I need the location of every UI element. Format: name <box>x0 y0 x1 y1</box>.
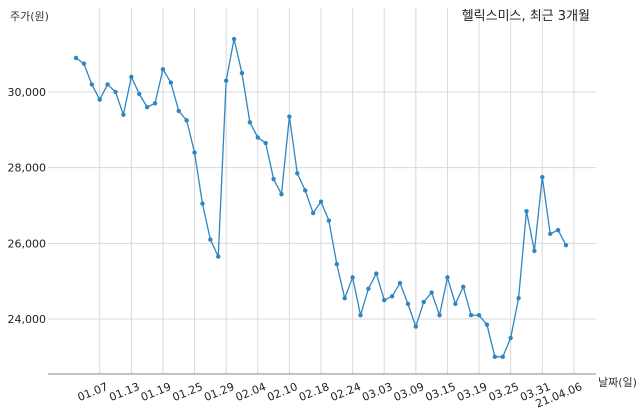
data-point <box>192 150 197 155</box>
data-point <box>461 284 466 290</box>
data-point <box>524 208 529 214</box>
data-point <box>540 174 545 180</box>
data-point <box>160 67 166 72</box>
y-axis-label: 주가(원) <box>10 10 49 23</box>
x-tick-label: 02.04 <box>234 380 268 404</box>
data-point <box>413 324 419 329</box>
data-point <box>334 261 340 267</box>
data-point <box>168 80 174 85</box>
data-point <box>342 295 347 301</box>
x-tick-label: 02.10 <box>265 380 299 404</box>
x-tick-label: 01.19 <box>139 380 173 404</box>
x-tick-labels: 01.0701.1301.1901.2501.2902.0402.1002.18… <box>76 380 584 410</box>
data-point <box>184 118 189 123</box>
y-tick-label: 24,000 <box>8 313 47 326</box>
x-axis-label: 날짜(일) <box>598 375 637 389</box>
data-point <box>89 82 95 87</box>
data-point <box>484 322 490 327</box>
data-point <box>223 78 229 83</box>
data-point <box>287 114 292 119</box>
x-tick-label: 01.07 <box>76 380 110 404</box>
data-point <box>263 140 268 146</box>
data-point <box>121 112 126 117</box>
x-tick-label: 01.13 <box>107 380 141 404</box>
data-point <box>247 120 253 125</box>
data-point <box>318 199 324 204</box>
y-tick-labels: 24,000 26,000 28,000 30,000 <box>8 86 47 326</box>
grid-lines <box>48 8 596 374</box>
data-point <box>310 210 316 216</box>
data-point <box>437 313 442 318</box>
data-point <box>350 275 355 280</box>
data-point <box>144 104 150 110</box>
data-point <box>81 61 87 66</box>
data-points <box>73 36 569 360</box>
data-point <box>382 297 387 303</box>
data-point <box>389 294 395 299</box>
data-point <box>453 301 458 307</box>
data-point <box>476 313 482 318</box>
chart-title: 헬릭스미스, 최근 3개월 <box>462 9 590 24</box>
data-point <box>208 237 213 242</box>
data-point <box>492 354 498 360</box>
data-point <box>468 313 474 318</box>
x-tick-label: 03.09 <box>392 380 426 404</box>
data-point <box>445 275 450 280</box>
data-point <box>326 218 332 223</box>
y-tick-label: 28,000 <box>8 162 47 175</box>
data-point <box>105 82 110 87</box>
data-point <box>374 271 379 276</box>
data-point <box>302 188 308 193</box>
data-point <box>397 280 403 286</box>
data-point <box>508 335 513 341</box>
y-tick-label: 30,000 <box>8 86 47 99</box>
x-tick-label: 02.24 <box>329 380 363 404</box>
data-point <box>255 135 260 140</box>
x-tick-label: 03.03 <box>360 380 394 404</box>
x-tick-label: 03.25 <box>487 380 521 404</box>
x-tick-label: 03.19 <box>455 380 489 404</box>
data-point <box>216 254 221 259</box>
x-tick-label: 01.25 <box>171 380 205 404</box>
data-point <box>516 295 521 301</box>
data-point <box>563 243 569 248</box>
data-point <box>176 108 181 114</box>
x-tick-label: 02.18 <box>297 380 331 404</box>
data-point <box>129 74 134 80</box>
data-point <box>405 301 411 307</box>
data-point <box>137 91 142 97</box>
data-point <box>231 36 237 42</box>
data-point <box>200 201 205 206</box>
data-point <box>532 248 537 254</box>
data-point <box>555 227 561 233</box>
y-tick-label: 26,000 <box>8 237 47 250</box>
data-point <box>295 171 300 176</box>
data-point <box>152 101 158 106</box>
data-point <box>500 354 505 360</box>
data-point <box>366 286 371 291</box>
data-point <box>113 89 118 95</box>
x-tick-label: 01.29 <box>202 380 236 404</box>
data-point <box>97 97 102 102</box>
x-tick-label: 03.15 <box>423 380 457 404</box>
data-point <box>547 231 553 237</box>
data-point <box>358 313 363 318</box>
data-point <box>429 290 434 295</box>
data-point <box>239 70 245 76</box>
data-point <box>421 299 426 305</box>
data-point <box>73 55 79 61</box>
data-point <box>271 176 276 182</box>
data-point <box>279 191 284 197</box>
